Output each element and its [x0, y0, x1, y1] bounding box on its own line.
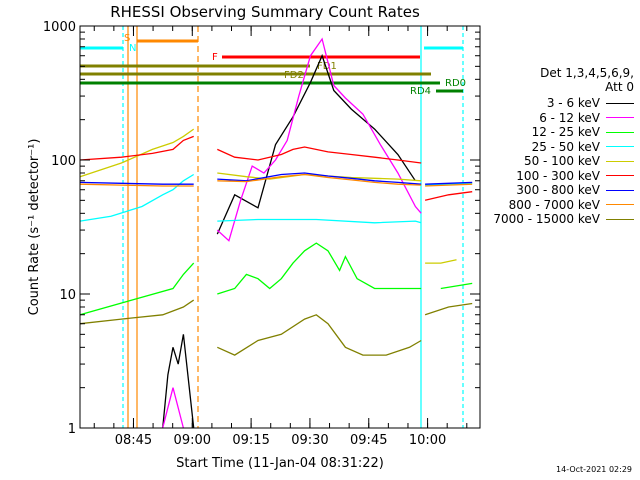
legend-swatch: [606, 175, 634, 176]
legend-swatch: [606, 218, 634, 220]
series-line-1: [162, 387, 185, 429]
legend-entry: 800 - 7000 keV: [482, 198, 638, 212]
y-tick-label: 100: [51, 154, 76, 169]
flag-label-rd0: RD0: [445, 78, 466, 89]
legend-swatch: [606, 117, 634, 118]
series-line-7: [217, 173, 422, 186]
legend-label: 25 - 50 keV: [531, 139, 600, 154]
series-line-0: [216, 53, 416, 235]
chart-title: RHESSI Observing Summary Count Rates: [110, 3, 420, 21]
series-line-6: [425, 181, 473, 185]
series-line-3: [79, 173, 195, 222]
legend-entry: 50 - 100 keV: [482, 154, 638, 168]
legend-label: 3 - 6 keV: [546, 96, 600, 110]
legend-entry: 300 - 800 keV: [482, 183, 638, 197]
x-tick-label: 09:00: [174, 433, 211, 448]
legend-entry: 6 - 12 keV: [482, 111, 638, 125]
flag-label-fd2: FD2: [284, 70, 304, 81]
legend-title: Det 1,3,4,5,6,9, Att 0: [494, 66, 634, 94]
flag-label-rd4: RD4: [410, 86, 431, 97]
legend-label: 300 - 800 keV: [516, 183, 600, 197]
series-3: [79, 173, 473, 224]
y-axis-label: Count Rate (s⁻¹ detector⁻¹): [27, 139, 42, 316]
y-tick-label: 1: [68, 422, 76, 437]
legend-entry: 25 - 50 keV: [482, 140, 638, 154]
series-7: [79, 173, 473, 187]
legend-label: 100 - 300 keV: [516, 168, 600, 183]
legend-label: 800 - 7000 keV: [508, 197, 600, 212]
series-line-5: [217, 146, 422, 164]
series-line-7: [425, 183, 473, 187]
series-line-8: [217, 314, 422, 356]
legend-label: 6 - 12 keV: [539, 110, 600, 125]
series-line-3: [425, 182, 473, 186]
x-tick-label: 09:30: [291, 433, 328, 448]
series-line-8: [79, 299, 195, 325]
legend-swatch: [606, 102, 634, 104]
legend-entry: 100 - 300 keV: [482, 169, 638, 183]
x-axis-label: Start Time (11-Jan-04 08:31:22): [176, 456, 384, 471]
series-1: [162, 37, 422, 429]
series-line-7: [79, 183, 194, 187]
series-line-5: [79, 135, 194, 161]
series-line-5: [424, 191, 473, 201]
series-line-0: [162, 334, 195, 429]
series-0: [162, 53, 416, 429]
flag-label-fd1: FD1: [317, 61, 337, 72]
legend-label: 50 - 100 keV: [523, 154, 600, 168]
series-6: [79, 172, 473, 185]
legend-label: 12 - 25 keV: [531, 125, 600, 139]
flag-label-n: N: [129, 43, 136, 54]
series-line-2: [79, 262, 195, 316]
legend-label: 7000 - 15000 keV: [493, 212, 600, 226]
flag-label-f: F: [212, 52, 218, 63]
legend-swatch: [606, 204, 634, 205]
series-2: [79, 242, 473, 316]
legend-entry: 12 - 25 keV: [482, 125, 638, 139]
legend-swatch: [606, 146, 634, 147]
flag-label-s: S: [124, 33, 130, 44]
legend-title-line-2: Att 0: [605, 80, 634, 94]
legend-entry: 3 - 6 keV: [482, 96, 638, 110]
series-line-3: [217, 218, 422, 224]
series-line-6: [79, 181, 194, 185]
legend-title-line-1: Det 1,3,4,5,6,9,: [540, 66, 634, 80]
legend-swatch: [606, 189, 634, 191]
series-line-4: [425, 259, 457, 264]
series-line-2: [217, 242, 422, 295]
x-tick-label: 09:15: [232, 433, 269, 448]
legend-swatch: [606, 160, 634, 162]
x-tick-label: 09:45: [350, 433, 387, 448]
x-tick-label: 08:45: [115, 433, 152, 448]
y-tick-label: 10: [59, 288, 76, 303]
x-tick-label: 10:00: [409, 433, 446, 448]
series-line-8: [424, 302, 473, 316]
series-5: [79, 135, 473, 201]
legend-swatch: [606, 131, 634, 133]
timestamp: 14-Oct-2021 02:29: [556, 465, 632, 474]
series-line-4: [79, 128, 195, 178]
series-line-2: [440, 282, 473, 290]
y-tick-label: 1000: [43, 20, 76, 35]
series-line-6: [217, 172, 422, 185]
plot-frame: [79, 25, 481, 429]
series-8: [79, 299, 473, 356]
legend-entry: 7000 - 15000 keV: [482, 212, 638, 226]
